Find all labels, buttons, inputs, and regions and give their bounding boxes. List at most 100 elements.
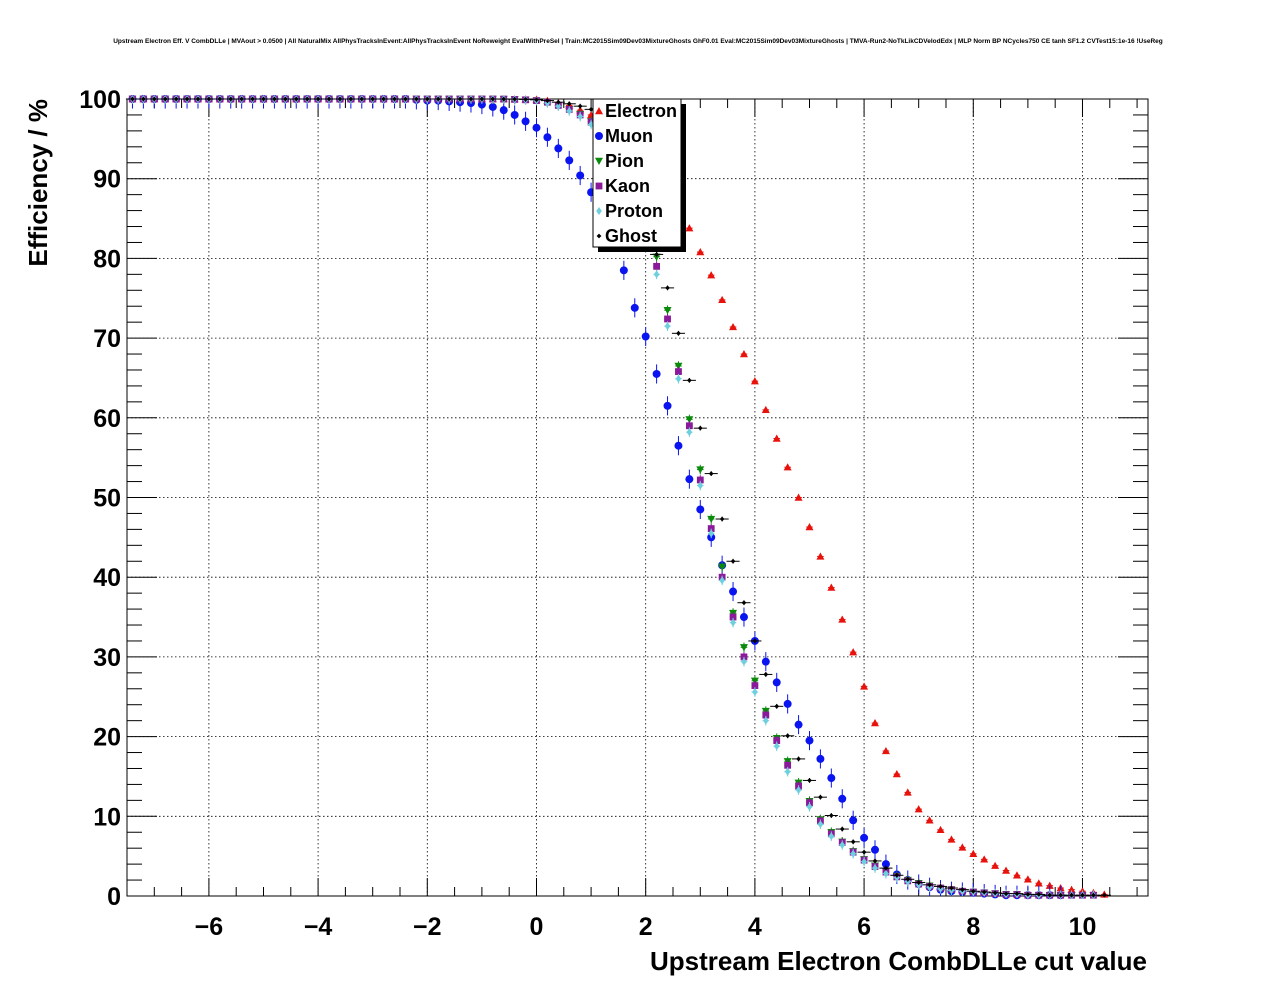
legend-entry-proton: Proton (596, 201, 663, 221)
data-point (315, 96, 321, 102)
data-point (958, 843, 967, 851)
data-point (949, 885, 954, 891)
chart-title: Upstream Electron Eff. V CombDLLe | MVAo… (113, 38, 1163, 45)
grid (127, 98, 1148, 897)
data-point (140, 96, 146, 102)
data-point (730, 558, 736, 564)
data-point (217, 96, 223, 102)
data-point (729, 587, 738, 596)
data-point (348, 96, 354, 102)
legend-entry-electron: Electron (595, 101, 677, 121)
data-point (861, 857, 867, 866)
data-point (654, 252, 660, 257)
y-tick-label: 60 (93, 405, 121, 433)
data-point (490, 96, 496, 102)
data-point (696, 466, 705, 474)
data-point (577, 112, 583, 121)
data-point (970, 888, 976, 894)
data-point (521, 117, 530, 126)
data-point (739, 350, 748, 358)
data-point (392, 96, 397, 102)
data-point (752, 687, 758, 696)
data-point (1069, 892, 1074, 898)
data-point (696, 505, 705, 514)
x-tick-label: −2 (413, 913, 442, 941)
y-tick-label: 90 (93, 166, 121, 194)
data-point (860, 682, 869, 690)
data-point (162, 96, 168, 102)
legend-entry-pion: Pion (595, 151, 644, 171)
data-point (532, 123, 541, 132)
y-tick-label: 70 (93, 325, 121, 353)
data-point (881, 860, 890, 869)
data-point (565, 156, 574, 165)
data-point (785, 733, 791, 739)
data-point (881, 746, 890, 755)
y-tick-label: 0 (107, 883, 121, 911)
data-point (938, 884, 943, 889)
data-point (468, 96, 474, 102)
data-point (595, 132, 603, 140)
data-point (195, 96, 201, 102)
data-point (1091, 892, 1096, 898)
x-axis-title: Upstream Electron CombDLLe cut value (650, 946, 1147, 976)
data-point (750, 377, 759, 385)
data-point (894, 872, 900, 878)
data-point (729, 613, 737, 621)
data-point (696, 248, 705, 256)
data-point (228, 96, 234, 102)
data-point (663, 401, 672, 410)
data-point (850, 839, 856, 845)
data-point (719, 516, 725, 522)
data-point (173, 96, 179, 102)
data-point (652, 369, 661, 378)
x-tick-label: −4 (304, 913, 333, 941)
data-point (783, 699, 792, 708)
data-point (763, 716, 769, 725)
data-point (293, 96, 299, 102)
data-point (403, 96, 408, 102)
data-point (630, 303, 639, 312)
data-point (665, 285, 670, 291)
data-point (991, 861, 1000, 869)
data-point (927, 882, 933, 888)
data-point (261, 96, 266, 102)
data-point (708, 471, 714, 476)
data-point (838, 615, 847, 623)
data-point (424, 96, 430, 102)
data-point (685, 475, 694, 484)
legend-entries: Electron Muon Pion Kaon Proton Ghost (595, 101, 677, 246)
data-point (718, 295, 727, 304)
data-point (685, 416, 694, 424)
data-point (916, 880, 922, 885)
data-point (761, 405, 770, 414)
x-tick-label: 4 (748, 913, 762, 941)
x-tick-label: 8 (966, 913, 980, 941)
data-point (871, 845, 880, 854)
data-point (914, 805, 923, 813)
data-point (947, 835, 956, 843)
data-point (827, 583, 836, 591)
data-point (794, 720, 803, 729)
data-point (828, 832, 835, 841)
data-point (130, 96, 135, 102)
data-point (304, 96, 310, 102)
data-point (512, 96, 518, 102)
data-point (861, 849, 867, 855)
data-point (1036, 892, 1042, 897)
data-point (936, 825, 945, 834)
y-tick-label: 30 (93, 644, 121, 672)
data-point (763, 672, 769, 677)
data-point (588, 106, 594, 112)
data-point (752, 638, 758, 644)
data-point (555, 102, 562, 111)
legend-label: Ghost (605, 226, 657, 246)
data-point (595, 107, 603, 115)
data-point (981, 889, 987, 895)
data-point (663, 307, 672, 315)
data-point (664, 315, 671, 323)
data-point (674, 362, 683, 370)
legend-label: Proton (605, 201, 663, 221)
data-point (739, 613, 748, 622)
